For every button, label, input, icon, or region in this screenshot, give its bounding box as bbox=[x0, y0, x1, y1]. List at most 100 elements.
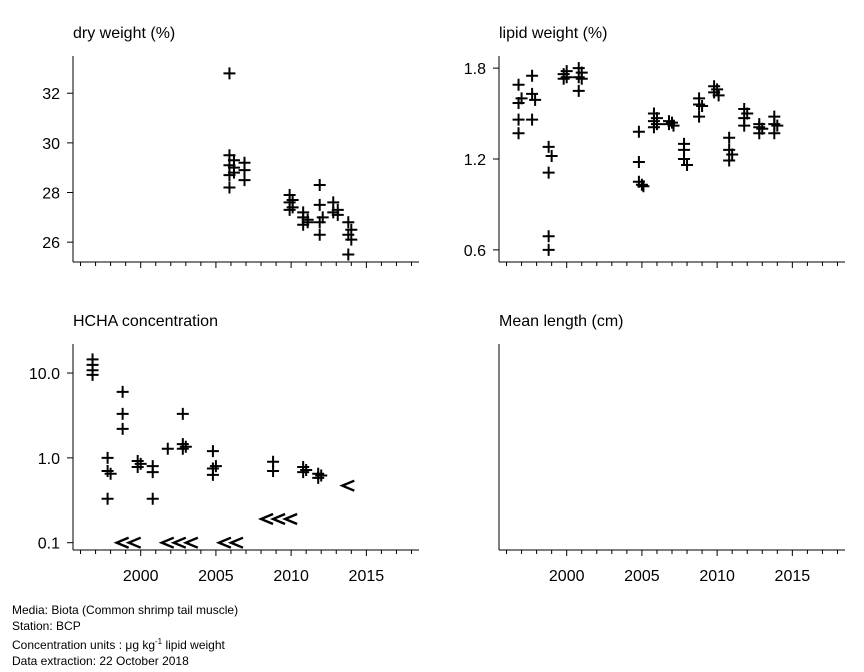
footer-media: Media: Biota (Common shrimp tail muscle) bbox=[12, 603, 239, 617]
data-point bbox=[331, 208, 344, 221]
data-point bbox=[723, 131, 736, 144]
data-point bbox=[131, 461, 144, 474]
x-tick-label: 2000 bbox=[549, 568, 585, 585]
footer-extraction: Data extraction: 22 October 2018 bbox=[12, 653, 189, 668]
data-point bbox=[560, 71, 573, 84]
panel-lipid-weight-marks bbox=[512, 62, 784, 256]
data-point bbox=[693, 98, 706, 111]
x-tick-label: 2005 bbox=[624, 568, 660, 585]
less-than-point bbox=[282, 512, 298, 526]
y-tick-label: 30 bbox=[42, 136, 60, 153]
data-point bbox=[542, 230, 555, 243]
data-point bbox=[515, 92, 528, 105]
x-tick-label: 2010 bbox=[699, 568, 735, 585]
panel-hcha-marks bbox=[86, 353, 355, 549]
data-point bbox=[632, 156, 645, 169]
panel-dry-weight: dry weight (%) 26 28 30 32 bbox=[42, 25, 419, 268]
panel-dry-weight-marks bbox=[223, 67, 358, 261]
data-point bbox=[542, 243, 555, 256]
data-point bbox=[526, 69, 539, 82]
data-point bbox=[681, 159, 694, 172]
footer-station: Station: BCP bbox=[12, 618, 81, 633]
data-point bbox=[526, 87, 539, 100]
data-point bbox=[741, 107, 754, 120]
data-point bbox=[726, 148, 739, 161]
data-point bbox=[223, 181, 236, 194]
data-point bbox=[512, 113, 525, 126]
data-point bbox=[711, 83, 724, 96]
data-point bbox=[756, 122, 769, 135]
panel-lipid-weight-title: lipid weight (%) bbox=[499, 25, 607, 42]
data-point bbox=[768, 127, 781, 140]
panel-mean-length-title: Mean length (cm) bbox=[499, 313, 624, 330]
data-point bbox=[696, 99, 709, 112]
less-than-point bbox=[227, 536, 244, 549]
data-point bbox=[575, 72, 588, 85]
panel-lipid-weight: lipid weight (%) 0.6 1.2 1.8 bbox=[464, 25, 845, 268]
x-tick-label: 2005 bbox=[198, 568, 234, 585]
data-point bbox=[637, 180, 650, 193]
data-point bbox=[86, 368, 99, 381]
less-than-point bbox=[269, 512, 286, 526]
data-point bbox=[545, 149, 558, 162]
data-point bbox=[693, 110, 706, 123]
data-point bbox=[176, 407, 189, 420]
panel-dry-weight-axes: 26 28 30 32 bbox=[42, 56, 419, 268]
less-than-point bbox=[257, 512, 274, 526]
data-point bbox=[738, 119, 751, 132]
data-point bbox=[313, 179, 326, 192]
data-point bbox=[572, 84, 585, 97]
data-point bbox=[134, 457, 147, 470]
y-tick-label: 1.2 bbox=[464, 152, 486, 169]
data-point bbox=[146, 492, 159, 505]
data-point bbox=[542, 140, 555, 153]
data-point bbox=[104, 467, 117, 480]
less-than-point bbox=[215, 536, 232, 549]
less-than-point bbox=[125, 536, 142, 549]
y-tick-label: 1.0 bbox=[38, 451, 60, 468]
panel-mean-length-axes: 2000 2005 2010 2015 bbox=[498, 344, 845, 585]
data-point bbox=[101, 451, 114, 464]
data-point bbox=[529, 93, 542, 106]
less-than-point bbox=[339, 479, 355, 492]
data-point bbox=[101, 492, 114, 505]
x-tick-label: 2015 bbox=[775, 568, 811, 585]
less-than-point bbox=[170, 536, 187, 549]
data-point bbox=[223, 67, 236, 80]
data-point bbox=[238, 174, 251, 187]
data-point bbox=[116, 385, 129, 398]
data-point bbox=[771, 119, 784, 132]
data-point bbox=[227, 166, 240, 179]
data-point bbox=[632, 125, 645, 138]
panel-hcha-title: HCHA concentration bbox=[73, 313, 218, 330]
y-tick-label: 28 bbox=[42, 186, 60, 203]
y-tick-label: 1.8 bbox=[464, 61, 486, 78]
data-point bbox=[316, 211, 329, 224]
data-point bbox=[678, 153, 691, 165]
data-point bbox=[313, 228, 326, 241]
data-point bbox=[179, 440, 192, 453]
figure-footer: Media: Biota (Common shrimp tail muscle)… bbox=[12, 603, 238, 669]
data-point bbox=[635, 178, 648, 191]
data-point bbox=[313, 198, 326, 211]
data-point bbox=[512, 78, 525, 91]
data-point bbox=[101, 465, 114, 478]
data-point bbox=[526, 113, 539, 126]
data-point bbox=[283, 203, 296, 216]
data-point bbox=[542, 166, 555, 179]
data-point bbox=[209, 460, 222, 473]
data-point bbox=[161, 442, 174, 455]
panel-mean-length: Mean length (cm) 2000 2005 2010 2015 bbox=[498, 313, 845, 585]
y-tick-label: 32 bbox=[42, 86, 60, 103]
data-point bbox=[342, 216, 355, 229]
data-point bbox=[342, 248, 355, 261]
data-point bbox=[206, 468, 219, 481]
data-point bbox=[650, 118, 663, 131]
data-point bbox=[647, 121, 660, 134]
less-than-point bbox=[158, 536, 175, 549]
data-point bbox=[206, 445, 219, 458]
panel-lipid-weight-axes: 0.6 1.2 1.8 bbox=[464, 56, 845, 268]
data-point bbox=[667, 119, 680, 132]
y-tick-label: 26 bbox=[42, 235, 60, 252]
